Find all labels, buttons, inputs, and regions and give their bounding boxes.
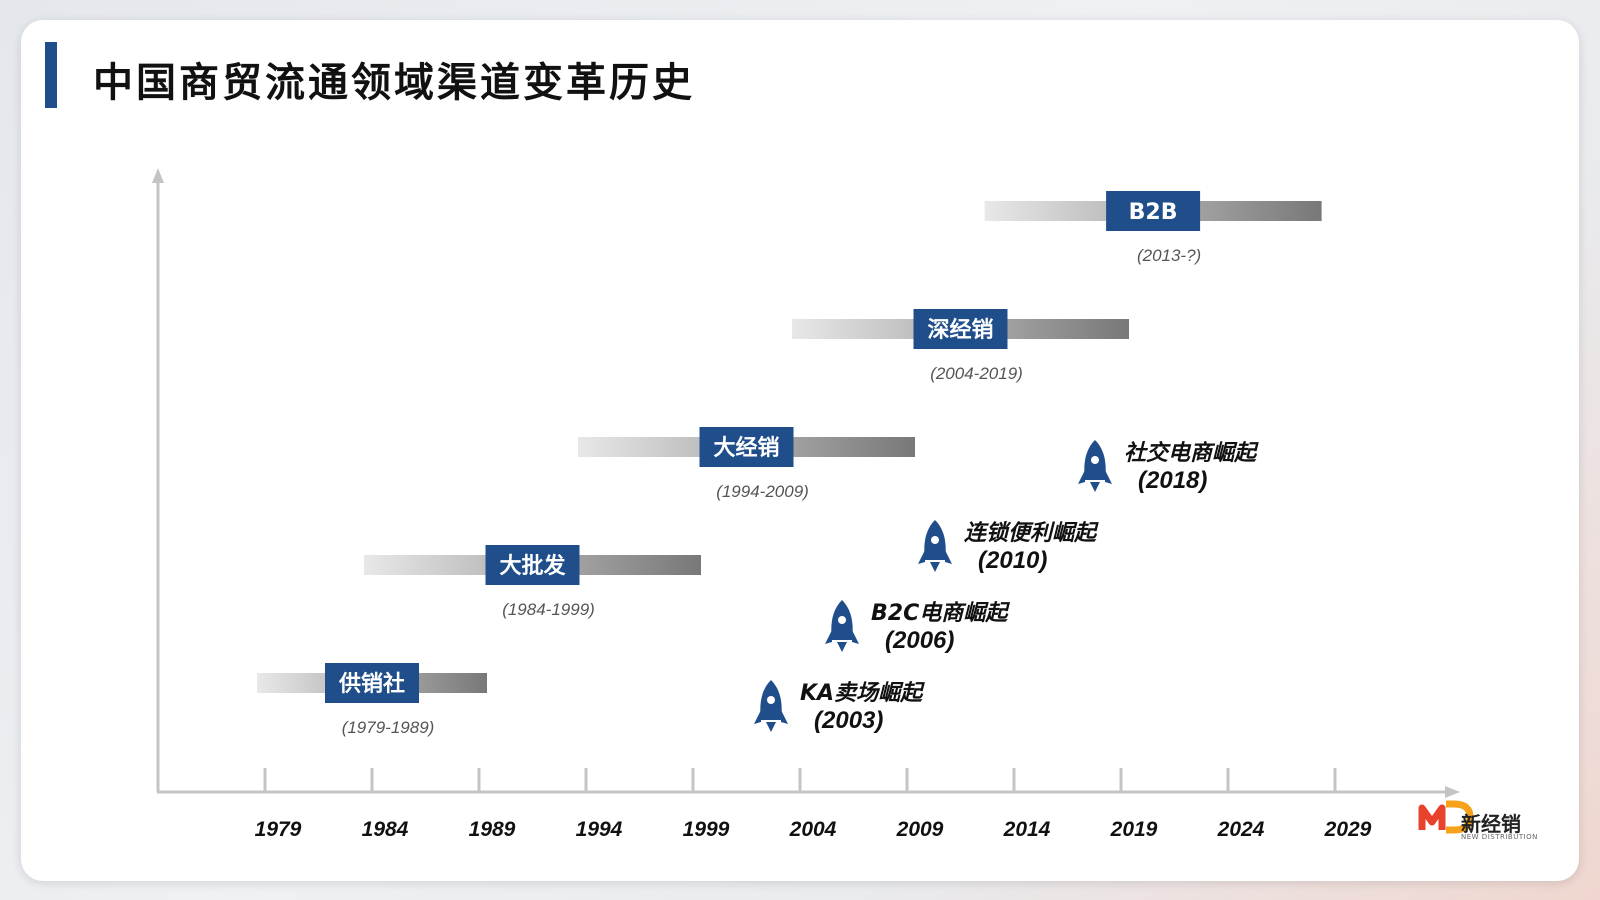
era-period: (1994-2009) bbox=[716, 482, 809, 501]
x-tick-label: 1999 bbox=[683, 818, 730, 841]
era-label: 大经销 bbox=[713, 435, 779, 461]
event-1: KA卖场崛起(2003) bbox=[754, 680, 925, 734]
event-2: B2C电商崛起(2006) bbox=[825, 600, 1010, 654]
era-label: 大批发 bbox=[499, 553, 566, 579]
rocket-icon bbox=[825, 600, 859, 652]
era-5: B2B (2013-?) bbox=[984, 191, 1322, 265]
event-name: 社交电商崛起 bbox=[1124, 440, 1259, 466]
era-period: (2013-?) bbox=[1137, 246, 1201, 265]
era-3: 大经销 (1994-2009) bbox=[578, 427, 915, 501]
title-accent-bar bbox=[45, 42, 57, 108]
x-tick-label: 1979 bbox=[255, 818, 302, 841]
event-year: (2006) bbox=[885, 627, 954, 654]
era-2: 大批发 (1984-1999) bbox=[364, 545, 701, 619]
x-tick-label: 1994 bbox=[576, 818, 623, 841]
event-name: KA卖场崛起 bbox=[800, 681, 925, 706]
x-tick-label: 2024 bbox=[1217, 818, 1265, 841]
era-1: 供销社 (1979-1989) bbox=[257, 663, 487, 737]
event-name: 连锁便利崛起 bbox=[964, 520, 1099, 546]
event-year: (2003) bbox=[814, 707, 883, 734]
era-4: 深经销 (2004-2019) bbox=[792, 309, 1129, 383]
event-year: (2010) bbox=[978, 547, 1047, 574]
x-tick-label: 2014 bbox=[1003, 818, 1051, 841]
event-name: B2C电商崛起 bbox=[871, 600, 1010, 626]
rocket-icon bbox=[754, 680, 788, 732]
event-3: 连锁便利崛起(2010) bbox=[918, 520, 1099, 574]
event-year: (2018) bbox=[1138, 467, 1207, 494]
era-label: 供销社 bbox=[338, 671, 405, 697]
logo-subtitle: NEW DISTRIBUTION bbox=[1461, 833, 1538, 841]
rocket-icon bbox=[1078, 440, 1112, 492]
y-axis bbox=[152, 168, 164, 792]
era-label: B2B bbox=[1129, 200, 1178, 225]
x-tick-label: 2004 bbox=[789, 818, 837, 841]
era-label: 深经销 bbox=[927, 317, 993, 343]
x-tick-label: 1984 bbox=[362, 818, 409, 841]
era-period: (1984-1999) bbox=[502, 600, 595, 619]
logo-name: 新经销 bbox=[1461, 812, 1521, 836]
era-label-box bbox=[1106, 191, 1201, 231]
page-title: 中国商贸流通领域渠道变革历史 bbox=[93, 60, 695, 106]
logo-mark-icon bbox=[1418, 800, 1474, 834]
event-4: 社交电商崛起(2018) bbox=[1078, 440, 1259, 494]
era-label-box bbox=[913, 309, 1008, 349]
era-period: (2004-2019) bbox=[930, 364, 1023, 383]
era-period: (1979-1989) bbox=[342, 718, 435, 737]
x-tick-label: 1989 bbox=[469, 818, 516, 841]
rocket-icon bbox=[918, 520, 952, 572]
era-label-box bbox=[485, 545, 580, 585]
era-label-box bbox=[699, 427, 794, 467]
era-label-box bbox=[325, 663, 419, 703]
x-tick-label: 2019 bbox=[1110, 818, 1158, 841]
x-tick-label: 2009 bbox=[896, 818, 944, 841]
x-axis bbox=[157, 786, 1460, 798]
x-tick-label: 2029 bbox=[1324, 818, 1372, 841]
